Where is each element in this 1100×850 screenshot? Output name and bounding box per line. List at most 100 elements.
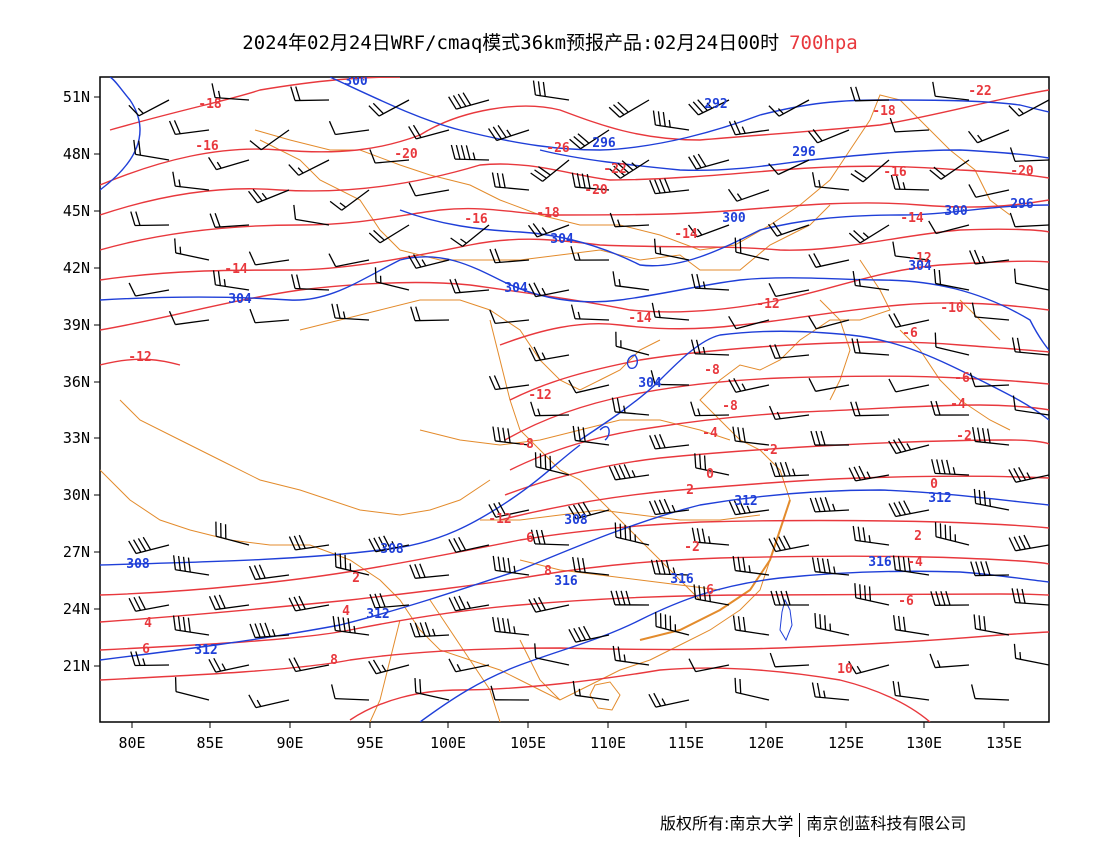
wind-barb [652,110,690,131]
temperature-label: 2 [352,571,360,586]
wind-barb [248,251,290,266]
isotherm-line [100,631,1049,681]
wind-barb [892,680,930,701]
wind-barb [527,223,570,238]
wind-barb [208,657,250,673]
wind-barb [489,309,530,325]
wind-barb [931,459,970,476]
wind-barb [768,283,810,297]
wind-barb [888,438,930,455]
temperature-label: -6 [902,326,918,341]
wind-barb [651,302,690,321]
wind-barb [528,596,570,613]
lon-tick-label: 130E [906,734,942,752]
height-label: 312 [928,491,951,506]
lat-tick-label: 21N [63,657,90,675]
wind-barb [728,378,770,393]
wind-barb [410,306,450,322]
wind-barb [133,139,170,161]
lat-tick-label: 42N [63,259,90,277]
temperature-label: -12 [756,297,779,312]
wind-barb [128,282,170,297]
temperature-label: -8 [704,363,720,378]
temperature-label: -26 [546,141,570,156]
temperature-label: -2 [684,540,700,555]
wind-barb [1008,466,1049,483]
wind-barb [374,267,410,291]
wind-barb [892,241,930,261]
wind-barb [528,346,570,362]
wind-barb [888,500,930,518]
height-contour [419,570,1049,722]
lon-tick-label: 110E [590,734,626,752]
wind-barb [448,92,490,110]
isotherm-line [100,593,1049,651]
wind-barb [572,556,610,576]
footer-separator [799,812,801,837]
temperature-label: -2 [762,443,778,458]
wind-barb [728,315,770,330]
wind-barb [768,99,810,117]
wind-barb [728,499,770,516]
wind-barb [408,124,450,140]
wind-barb [694,453,730,476]
temperature-label: 4 [342,604,350,619]
wind-barb [172,171,210,191]
isotherm-line [109,77,401,131]
isotherm-line [499,475,1049,521]
temperature-label: -12 [128,350,151,365]
border-mongolia [259,139,831,271]
height-contour [626,354,638,369]
wind-barb [928,220,970,235]
height-label: 304 [638,376,662,391]
isotherm-line [100,163,1049,216]
wind-barb [534,643,570,666]
wind-barb [811,682,850,701]
temperature-label: -14 [900,211,924,226]
height-label: 312 [194,643,217,658]
isotherm-line [100,199,1049,251]
height-label: 296 [792,145,816,160]
wind-barb [408,254,450,269]
wind-barb [653,238,690,261]
wind-barb [369,149,410,164]
wind-barb [851,338,890,356]
wind-barb [969,249,1010,265]
isotherm-line [100,89,1049,186]
wind-barb [932,81,970,101]
wind-barb [727,188,770,202]
wind-barb [572,425,610,446]
wind-barb [768,405,810,420]
wind-barb [732,426,770,446]
wind-barb [854,583,890,606]
wind-barb [971,302,1010,321]
wind-barb [328,120,370,136]
wind-barb [808,377,850,392]
wind-barb [1008,99,1049,117]
wind-barb [212,270,250,291]
height-label: 312 [734,494,757,509]
wind-barb [328,253,370,268]
wind-barb [728,120,770,136]
wind-barb [934,522,970,546]
temperature-label: 10 [837,662,853,677]
wind-barb [491,172,530,191]
lat-tick-label: 48N [63,145,90,163]
wind-barb [610,590,650,606]
temperature-label: -8 [722,399,738,414]
height-contour [329,77,1049,151]
border-hainan [589,681,621,711]
temperature-label: -14 [224,262,248,277]
temperature-label: -16 [464,212,488,227]
wind-barb [609,159,650,179]
wind-barb [211,83,250,101]
wind-barb [288,534,330,551]
wind-barb [612,645,650,666]
height-contour [599,425,610,441]
wind-barb [368,659,410,675]
temperature-label: -20 [394,147,418,162]
temperature-label: -18 [198,97,222,112]
wind-barb [892,555,930,576]
wind-barb [687,224,730,238]
